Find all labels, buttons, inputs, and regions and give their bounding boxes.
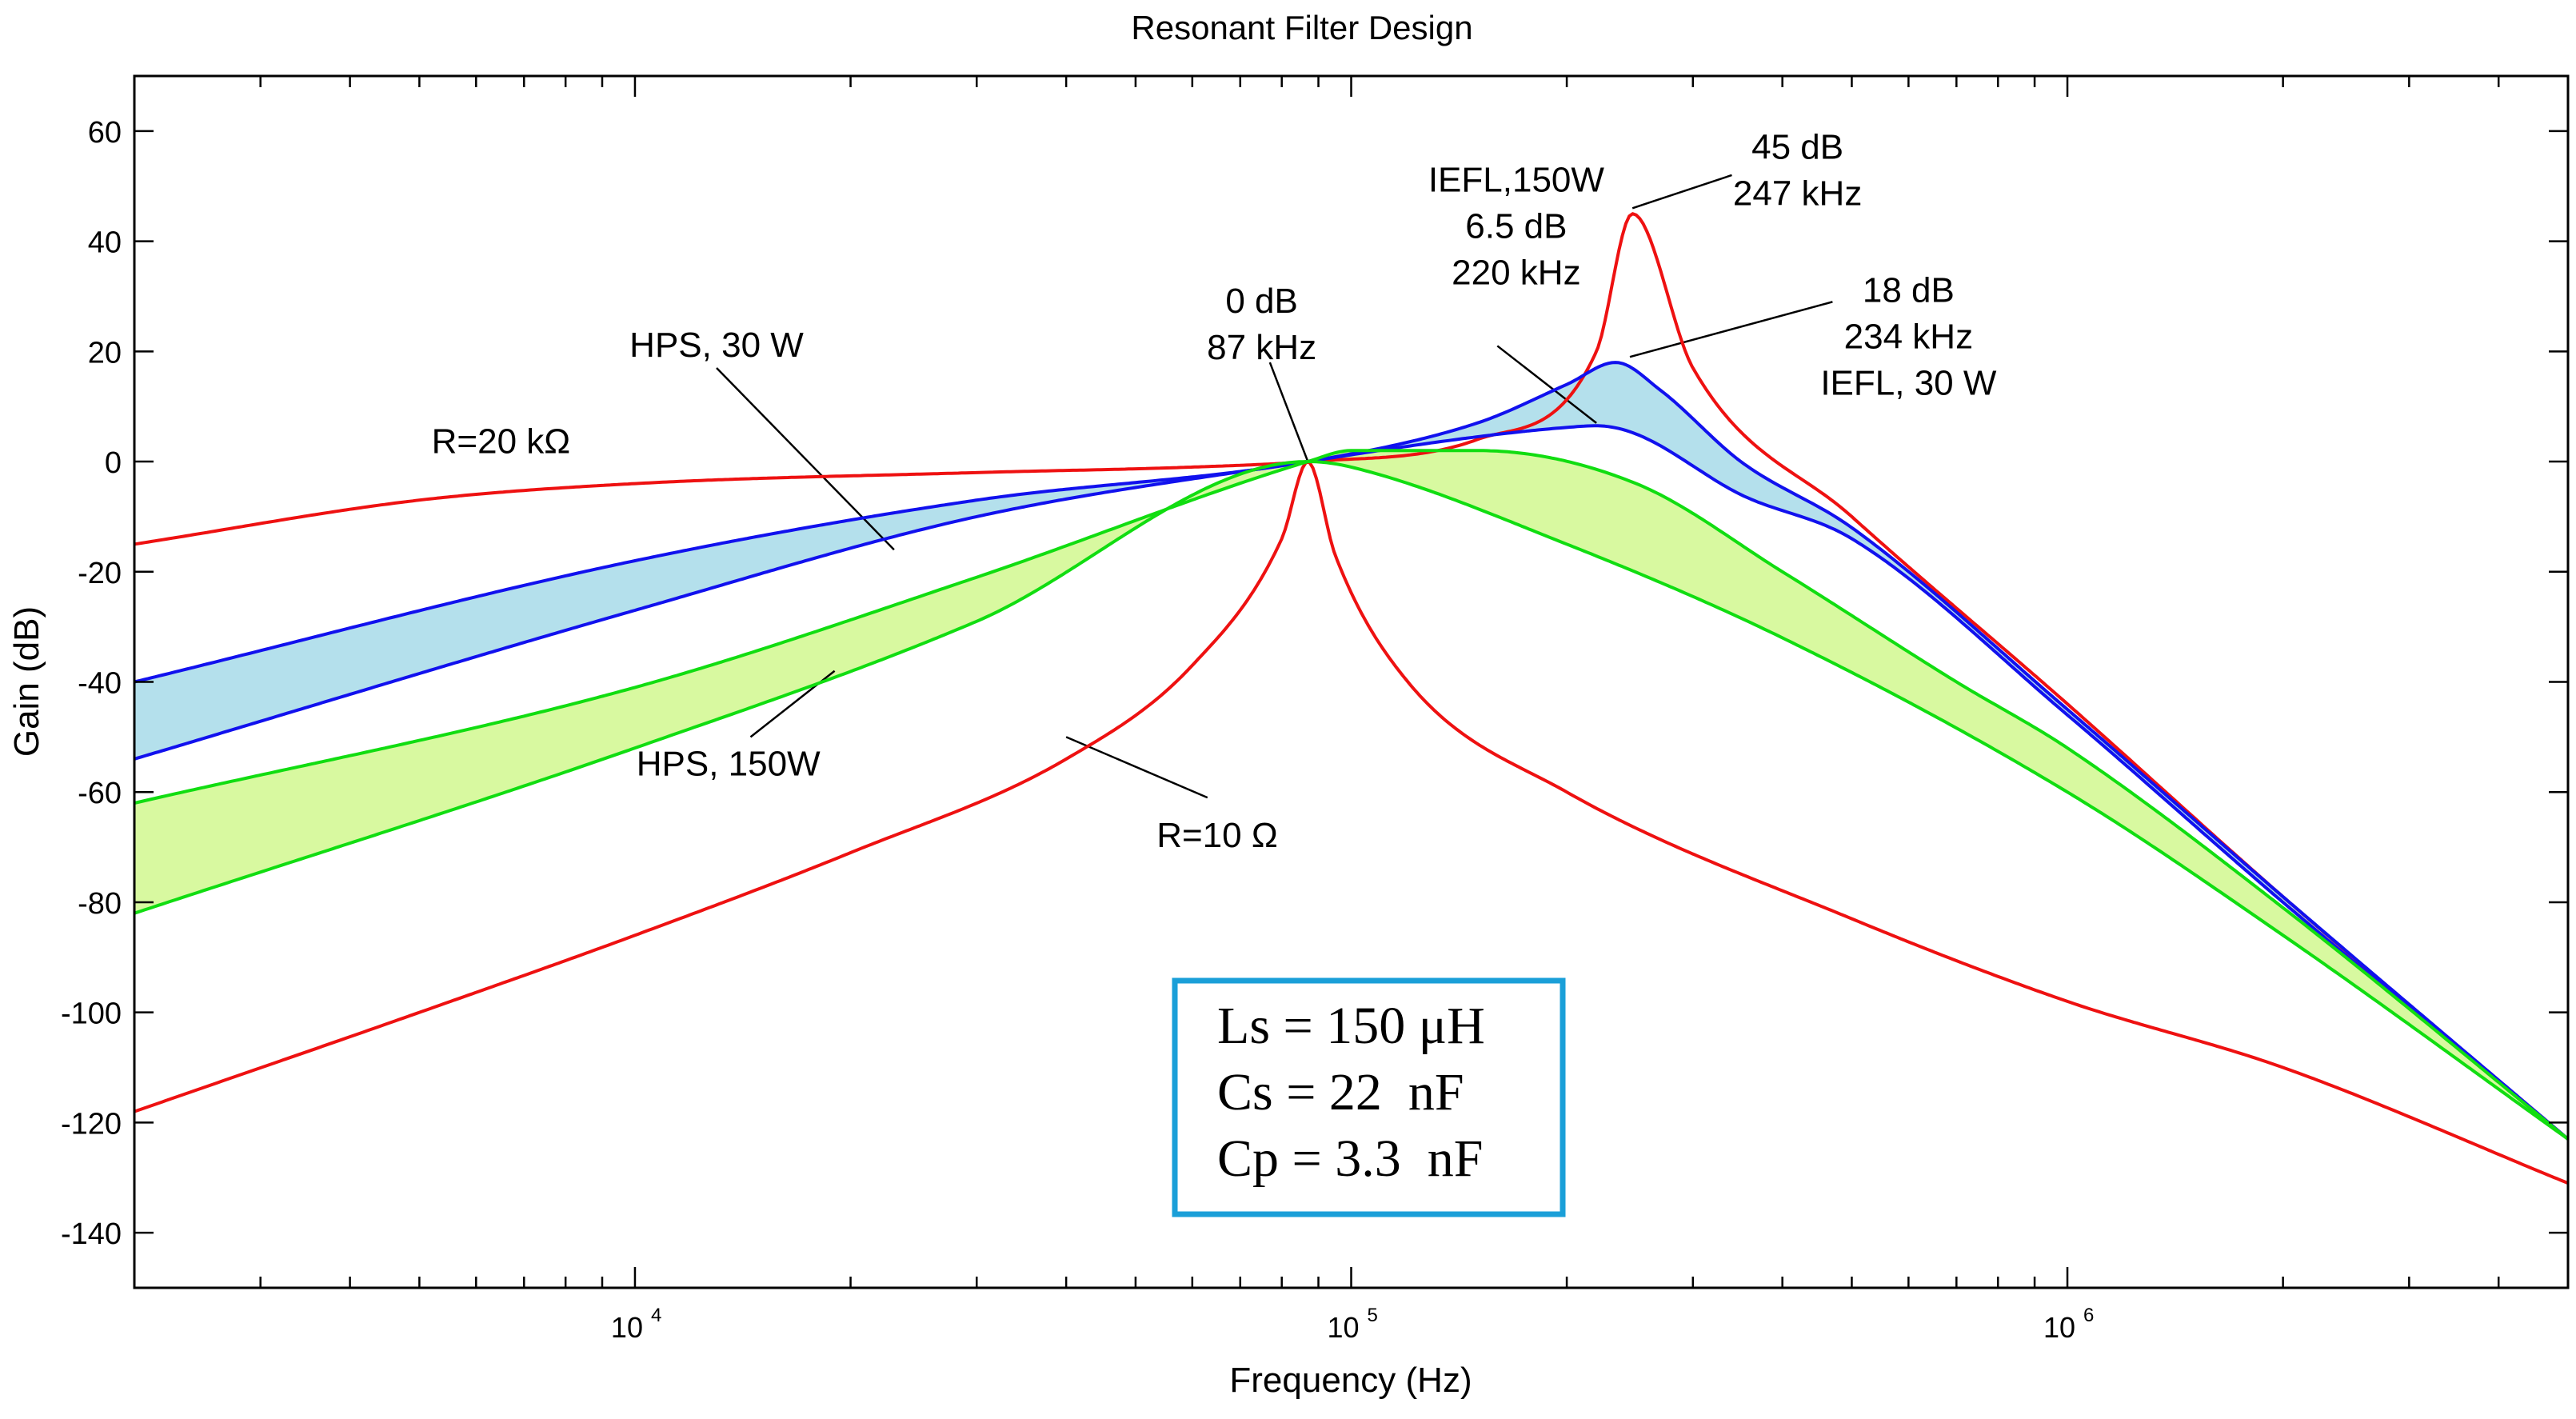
x-axis-ticks: 10 4 10 5 10 6 <box>133 76 2570 1344</box>
leader-iefl-150w <box>1496 345 1597 424</box>
y-tick-label: -100 <box>61 997 122 1031</box>
annotation-leaders <box>716 174 1833 799</box>
y-tick-label: 60 <box>88 116 122 150</box>
parameter-ls: Ls = 150 μH <box>1217 997 1485 1055</box>
leader-r10 <box>1065 736 1208 799</box>
y-tick-label: -20 <box>78 557 122 590</box>
y-tick-label: -80 <box>78 887 122 921</box>
annotation-r-20-k: R=20 kΩ <box>432 422 571 462</box>
annotation-iefl-30-w: IEFL, 30 W <box>1820 363 1997 402</box>
series-line-hps-30w <box>134 449 2570 1141</box>
leader-18db <box>1629 301 1833 358</box>
y-tick-label: -120 <box>61 1107 122 1141</box>
series-line-r-20-k <box>134 212 2570 1141</box>
x-axis-label: Frequency (Hz) <box>1229 1361 1472 1400</box>
y-tick-label: -140 <box>61 1217 122 1251</box>
fill-hps-30w-band <box>134 450 2568 1140</box>
x-tick-label: 10 <box>611 1311 643 1344</box>
fill-iefl-30-w-band <box>134 362 2568 1140</box>
annotation-220-khz: 220 kHz <box>1452 254 1580 293</box>
y-axis-ticks: 60 40 20 0 -20 -40 -60 -80 -100 -120 -140 <box>61 116 2568 1251</box>
annotation-iefl-150w: IEFL,150W <box>1428 161 1605 200</box>
y-axis-label: Gain (dB) <box>7 606 46 757</box>
y-tick-label: 40 <box>88 226 122 260</box>
y-tick-label: -40 <box>78 667 122 701</box>
annotation-r-10: R=10 Ω <box>1156 816 1278 855</box>
annotation-6-5-db: 6.5 dB <box>1465 207 1567 246</box>
annotation-0-db: 0 dB <box>1225 282 1298 321</box>
band-fills <box>134 362 2568 1140</box>
annotation-247-khz: 247 kHz <box>1733 174 1862 213</box>
y-tick-label: 0 <box>105 446 122 480</box>
annotation-45-db: 45 dB <box>1751 127 1843 166</box>
y-tick-label: 20 <box>88 336 122 370</box>
x-tick-exponent: 6 <box>2083 1305 2094 1326</box>
series-line-r-10 <box>134 460 2569 1185</box>
leader-0db <box>1268 362 1309 462</box>
annotation-87-khz: 87 kHz <box>1207 328 1316 367</box>
x-tick-exponent: 4 <box>651 1305 661 1326</box>
series-line-hps-150w <box>134 460 2570 1141</box>
leader-hps-30w <box>716 367 895 551</box>
parameter-cs: Cs = 22 nF <box>1217 1063 1464 1121</box>
annotation-hps-30-w: HPS, 30 W <box>629 326 804 365</box>
series-lines <box>134 212 2570 1185</box>
annotations: R=20 kΩ HPS, 30 W HPS, 150W R=10 Ω 0 dB 87 kH… <box>432 127 1997 855</box>
leader-45db <box>1631 174 1732 210</box>
series-line-iefl-150w <box>134 424 2570 1141</box>
x-tick-label: 10 <box>2043 1311 2075 1344</box>
annotation-234-khz: 234 kHz <box>1844 317 1973 356</box>
x-tick-label: 10 <box>1327 1311 1359 1344</box>
x-tick-exponent: 5 <box>1368 1305 1378 1326</box>
y-tick-label: -60 <box>78 777 122 810</box>
parameter-cp: Cp = 3.3 nF <box>1217 1129 1483 1188</box>
annotation-18-db: 18 dB <box>1863 270 1955 310</box>
chart-title: Resonant Filter Design <box>1131 9 1472 46</box>
annotation-hps-150w: HPS, 150W <box>637 745 821 784</box>
parameter-box: Ls = 150 μH Cs = 22 nF Cp = 3.3 nF <box>1172 977 1566 1217</box>
parameter-box-frame <box>1172 977 1566 1217</box>
